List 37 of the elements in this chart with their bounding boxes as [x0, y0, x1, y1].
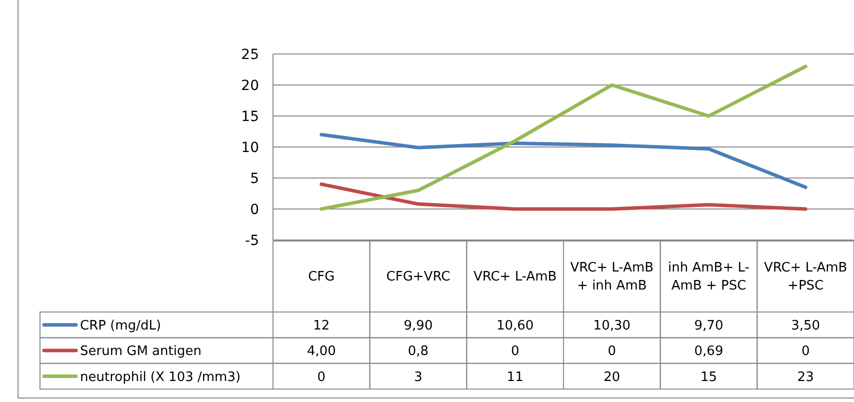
data-label: 0: [317, 370, 326, 385]
x-tick-label: VRC+ L-AmB: [473, 270, 557, 285]
y-tick-label: 0: [250, 202, 259, 218]
y-tick-label: 25: [241, 46, 259, 63]
data-label: 9,90: [404, 318, 433, 334]
data-label: 4,00: [306, 344, 336, 360]
data-label: 9,70: [694, 318, 724, 334]
x-tick-label: VRC+ L-AmB +PSC: [764, 260, 848, 294]
x-tick-label: VRC+ L-AmB + inh AmB: [570, 260, 654, 294]
data-label: 3,50: [791, 318, 820, 334]
legend-label: CRP (mg/dL): [80, 318, 162, 334]
data-label: 0: [608, 344, 616, 360]
x-tick-label: CFG+VRC: [386, 270, 450, 285]
y-tick-label: 5: [250, 170, 259, 187]
data-label: 15: [700, 370, 718, 385]
data-label: 0,69: [694, 344, 724, 360]
legend-label: Serum GM antigen: [80, 344, 202, 360]
data-label: 10,60: [496, 318, 534, 334]
line-series: [320, 182, 808, 211]
data-label: 10,30: [593, 318, 631, 334]
data-label: 3: [414, 370, 422, 385]
data-label: 11: [506, 370, 524, 385]
data-label: 12: [313, 318, 330, 334]
line-series: [320, 64, 808, 211]
line-series: [320, 132, 808, 190]
data-label: 0: [801, 344, 810, 360]
data-label: 23: [797, 370, 814, 385]
y-tick-label: 15: [241, 108, 259, 125]
x-tick-label: CFG: [308, 270, 335, 285]
y-tick-label: 20: [241, 78, 259, 94]
y-tick-label: 10: [241, 140, 259, 156]
data-label: 0,8: [408, 344, 429, 360]
x-tick-label: inh AmB+ L-AmB + PSC: [668, 260, 750, 294]
data-label: 0: [510, 344, 520, 360]
legend-label: neutrophil (X 103 /mm3): [80, 370, 241, 385]
y-tick-label: -5: [245, 232, 259, 249]
data-label: 20: [604, 370, 620, 385]
